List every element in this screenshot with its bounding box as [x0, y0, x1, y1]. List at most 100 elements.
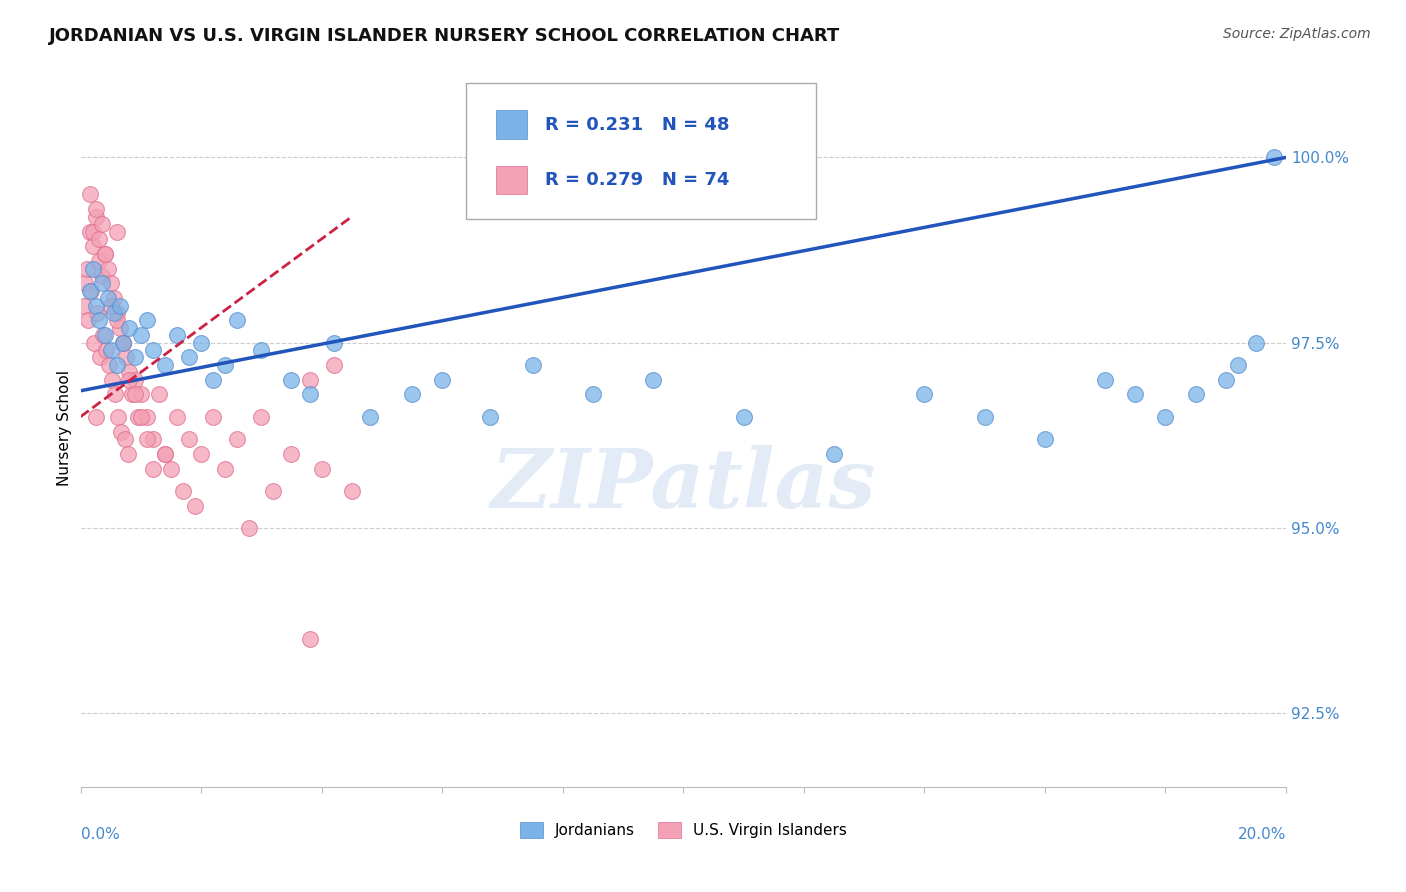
Point	[160, 461, 183, 475]
Point	[135, 409, 157, 424]
Point	[87, 254, 110, 268]
Point	[100, 343, 122, 357]
Point	[643, 373, 665, 387]
Point	[522, 358, 544, 372]
Point	[90, 217, 112, 231]
Point	[118, 321, 141, 335]
Point	[93, 328, 115, 343]
Point	[84, 202, 107, 217]
Point	[100, 299, 122, 313]
Point	[184, 499, 207, 513]
Point	[1263, 150, 1285, 164]
Point	[108, 299, 131, 313]
Point	[97, 291, 120, 305]
Point	[98, 358, 121, 372]
Point	[79, 187, 101, 202]
Point	[108, 321, 131, 335]
Point	[105, 225, 128, 239]
Point	[111, 335, 134, 350]
Point	[1184, 387, 1206, 401]
Point	[107, 409, 129, 424]
Point	[135, 432, 157, 446]
Point	[87, 232, 110, 246]
Legend: Jordanians, U.S. Virgin Islanders: Jordanians, U.S. Virgin Islanders	[513, 816, 853, 844]
Point	[105, 358, 128, 372]
Text: R = 0.231   N = 48: R = 0.231 N = 48	[544, 116, 730, 134]
Point	[153, 358, 176, 372]
Point	[90, 277, 112, 291]
Point	[1123, 387, 1146, 401]
Point	[135, 313, 157, 327]
Point	[80, 284, 103, 298]
Point	[72, 299, 94, 313]
Point	[84, 409, 107, 424]
FancyBboxPatch shape	[496, 166, 526, 194]
Point	[110, 425, 132, 439]
Point	[823, 447, 845, 461]
Point	[238, 521, 260, 535]
Text: R = 0.279   N = 74: R = 0.279 N = 74	[544, 171, 728, 189]
Point	[129, 328, 152, 343]
Point	[172, 483, 194, 498]
Point	[298, 373, 321, 387]
Point	[129, 387, 152, 401]
Point	[582, 387, 605, 401]
Y-axis label: Nursery School: Nursery School	[58, 370, 72, 486]
Point	[127, 409, 149, 424]
Text: 20.0%: 20.0%	[1237, 827, 1286, 842]
Point	[93, 328, 115, 343]
Point	[250, 409, 273, 424]
Point	[322, 335, 344, 350]
FancyBboxPatch shape	[467, 83, 815, 219]
Point	[298, 632, 321, 646]
Point	[298, 387, 321, 401]
Point	[84, 299, 107, 313]
Point	[202, 409, 225, 424]
Point	[90, 268, 112, 283]
Point	[479, 409, 502, 424]
Point	[117, 447, 139, 461]
Text: ZIPatlas: ZIPatlas	[491, 445, 876, 525]
Point	[87, 313, 110, 327]
Point	[124, 373, 146, 387]
Point	[93, 246, 115, 260]
Point	[114, 351, 136, 365]
Point	[84, 210, 107, 224]
Point	[166, 328, 188, 343]
Point	[79, 284, 101, 298]
Point	[111, 335, 134, 350]
Point	[121, 387, 143, 401]
Point	[118, 365, 141, 379]
Point	[82, 225, 104, 239]
Point	[1154, 409, 1177, 424]
Point	[148, 387, 170, 401]
Point	[973, 409, 995, 424]
Point	[82, 261, 104, 276]
Point	[86, 306, 108, 320]
Point	[1033, 432, 1056, 446]
Point	[105, 306, 128, 320]
Point	[1215, 373, 1237, 387]
Point	[401, 387, 423, 401]
Point	[142, 461, 165, 475]
Point	[103, 291, 125, 305]
Point	[129, 409, 152, 424]
Point	[190, 447, 212, 461]
Point	[93, 246, 115, 260]
Point	[262, 483, 284, 498]
Point	[153, 447, 176, 461]
Point	[1094, 373, 1116, 387]
Point	[226, 432, 249, 446]
FancyBboxPatch shape	[496, 111, 526, 139]
Point	[214, 358, 236, 372]
Point	[103, 306, 125, 320]
Point	[94, 343, 117, 357]
Text: JORDANIAN VS U.S. VIRGIN ISLANDER NURSERY SCHOOL CORRELATION CHART: JORDANIAN VS U.S. VIRGIN ISLANDER NURSER…	[49, 27, 841, 45]
Point	[430, 373, 453, 387]
Point	[75, 277, 97, 291]
Point	[733, 409, 755, 424]
Point	[104, 387, 127, 401]
Point	[359, 409, 381, 424]
Point	[111, 335, 134, 350]
Point	[166, 409, 188, 424]
